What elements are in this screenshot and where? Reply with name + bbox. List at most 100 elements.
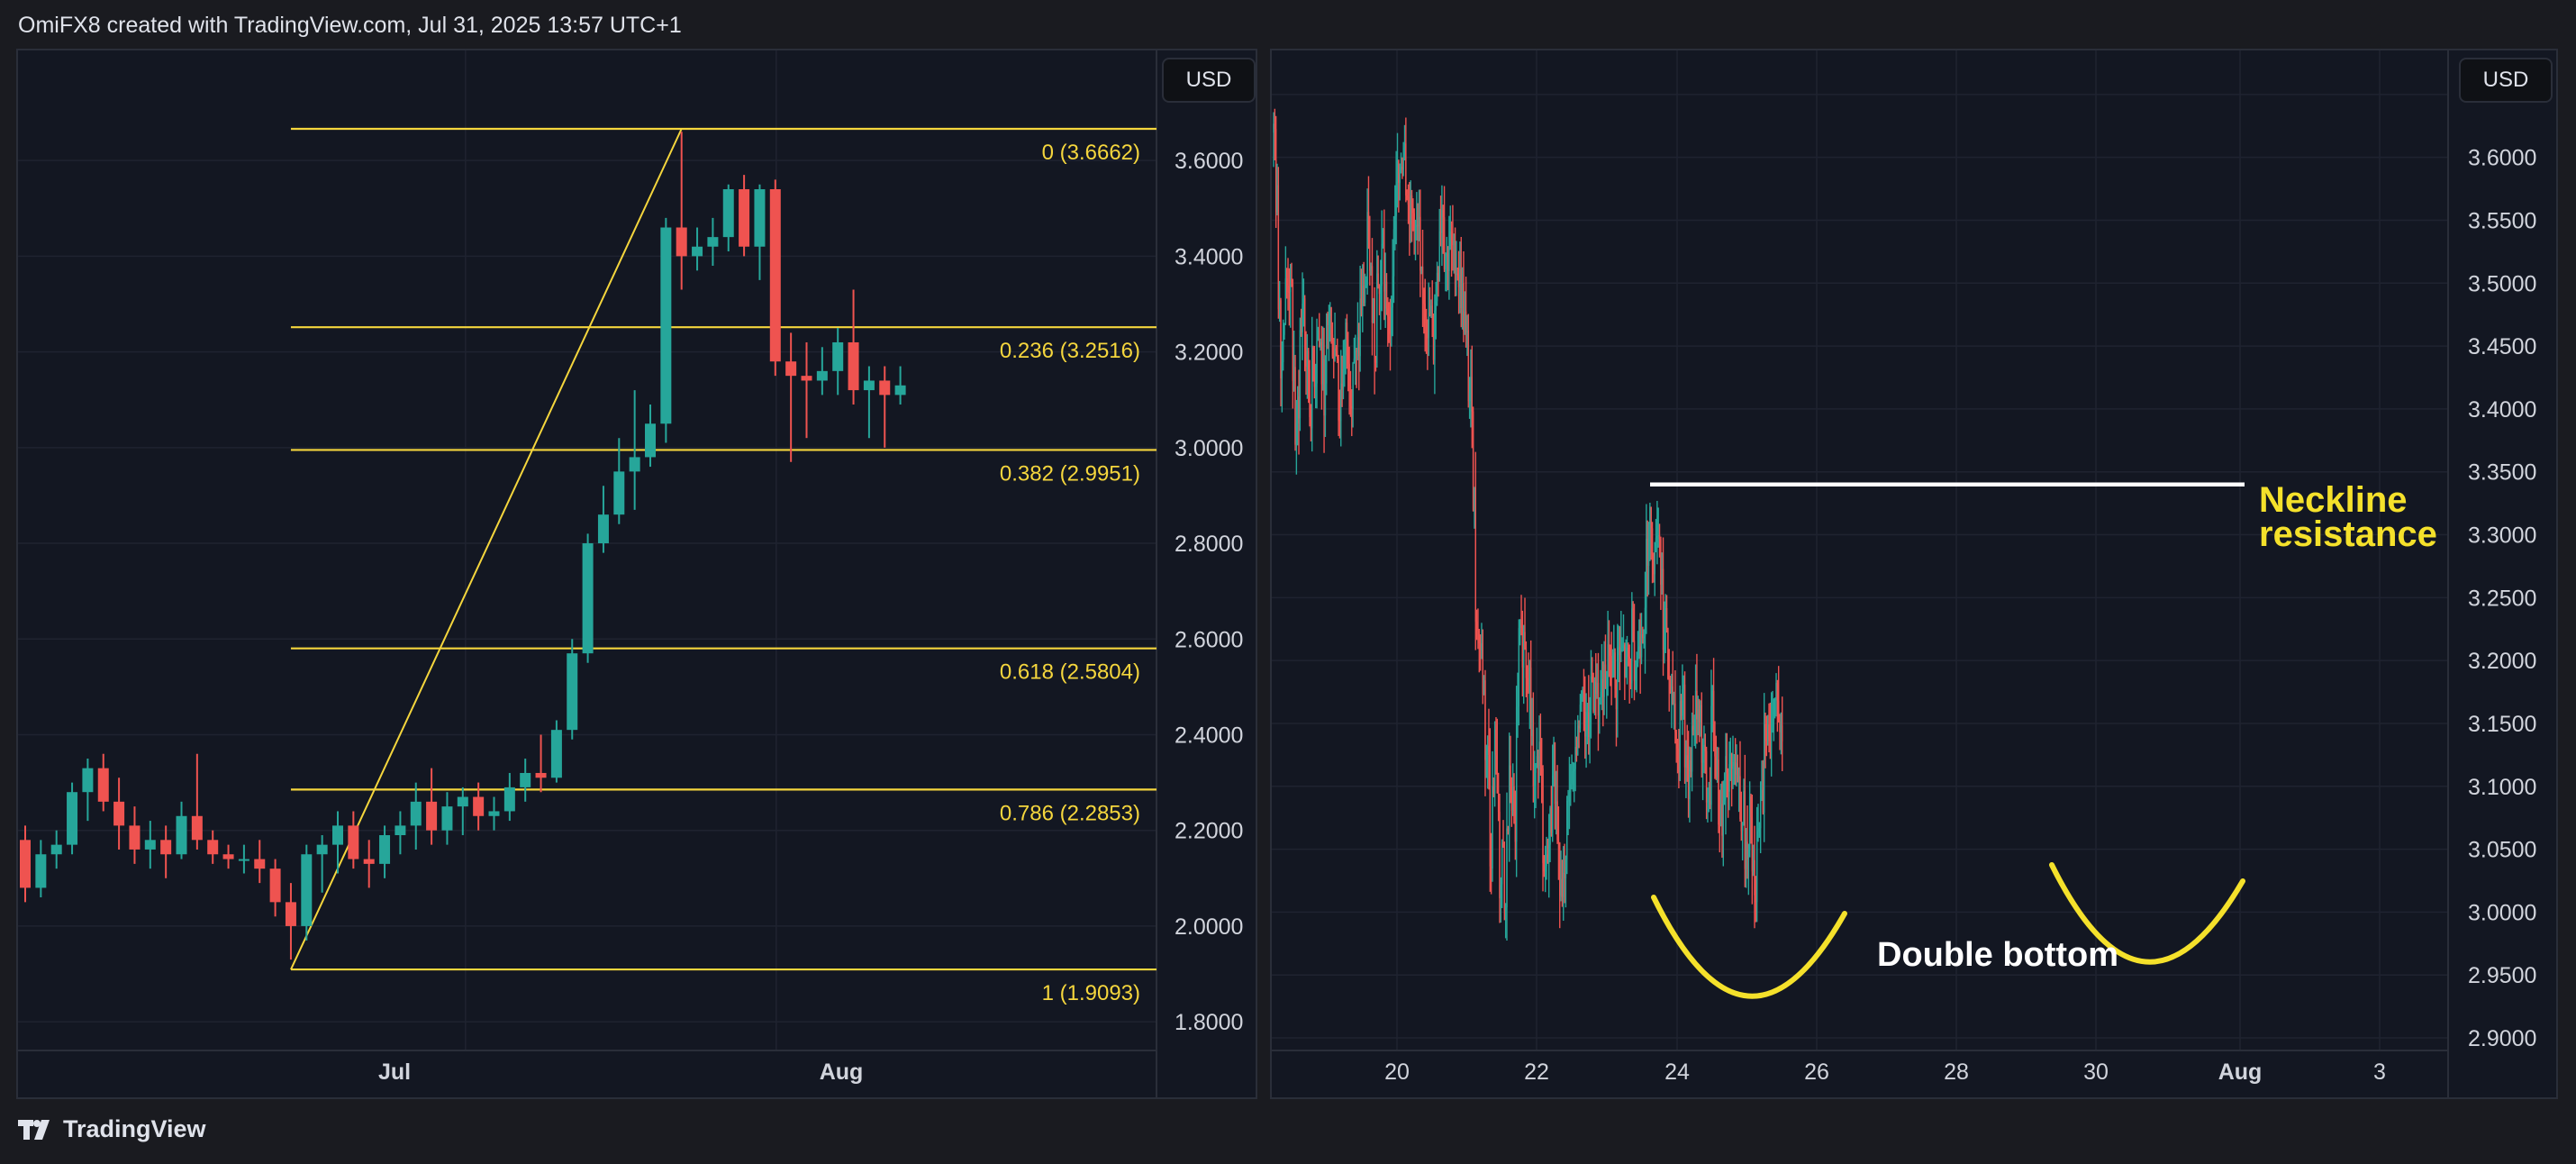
candle	[1355, 334, 1356, 386]
candle	[660, 217, 672, 443]
candle	[1626, 635, 1628, 685]
candle	[1633, 604, 1636, 701]
candle	[1274, 115, 1277, 228]
candle-body	[1557, 840, 1560, 843]
candle	[1329, 302, 1331, 342]
candle-body	[1603, 664, 1605, 697]
candle-body	[1656, 536, 1658, 538]
candle	[1421, 230, 1424, 327]
candle	[1423, 287, 1425, 334]
candle	[1726, 732, 1728, 798]
fib-level-label: 0.786 (2.2853)	[1000, 801, 1140, 825]
fib-level-label: 0 (3.6662)	[1042, 141, 1140, 165]
candle-body	[1542, 768, 1544, 864]
candle-body	[1348, 363, 1350, 386]
candle	[1367, 176, 1370, 250]
x-tick-label: Aug	[820, 1059, 864, 1085]
currency-button[interactable]: USD	[2459, 58, 2553, 103]
candle	[1662, 537, 1664, 677]
candle-body	[1773, 699, 1775, 722]
candle	[1353, 337, 1356, 364]
candle	[1761, 760, 1763, 802]
candle-body	[1484, 680, 1486, 760]
candle	[1712, 658, 1715, 752]
candle-body	[348, 825, 359, 859]
candle-body	[1436, 272, 1438, 302]
candle	[1488, 708, 1490, 790]
y-tick-label: 3.6000	[1175, 149, 1243, 174]
candle	[1311, 316, 1313, 452]
candle-body	[1592, 679, 1594, 712]
tradingview-brand[interactable]: TradingView	[18, 1115, 206, 1143]
candle	[1740, 791, 1743, 841]
candle	[1439, 196, 1442, 247]
y-tick-label: 2.8000	[1175, 532, 1243, 557]
candle-body	[1549, 808, 1551, 845]
double-bottom-chart-panel[interactable]: 2.9000 2.9500 3.0000 3.0500 3.1000 3.1500 3.20…	[1270, 49, 2558, 1099]
candle-body	[1773, 699, 1776, 701]
candle-body	[50, 844, 62, 855]
candle-body	[1701, 750, 1704, 763]
candle-body	[1721, 804, 1723, 836]
candle-body	[316, 844, 328, 855]
y-tick-label: 3.0500	[2468, 838, 2536, 863]
double-bottom-arc-left	[1651, 895, 1847, 999]
double-bottom-chart-svg[interactable]: 2.9000 2.9500 3.0000 3.0500 3.1000 3.1500 3.20…	[1272, 50, 2556, 1097]
candle-body	[1293, 367, 1295, 382]
candle	[1465, 277, 1467, 348]
candle	[1549, 805, 1551, 862]
candle-body	[1633, 641, 1636, 681]
candle	[676, 132, 687, 290]
candle-body	[1358, 337, 1360, 357]
candle	[1478, 629, 1480, 673]
candle-body	[1685, 755, 1687, 768]
candle-body	[1413, 213, 1415, 231]
candle-body	[1526, 677, 1528, 687]
candle-body	[1277, 185, 1280, 310]
candle-body	[1302, 298, 1305, 304]
candle-body	[1510, 786, 1513, 812]
candle-body	[1506, 828, 1508, 908]
candle-body	[1391, 307, 1392, 335]
fibonacci-chart-svg[interactable]: 1.8000 2.0000 2.2000 2.4000 2.6000 2.8000 3.00…	[18, 50, 1256, 1097]
candle-body	[1283, 323, 1285, 335]
candle	[1295, 399, 1298, 475]
candle	[1413, 208, 1415, 255]
candle-body	[1306, 350, 1309, 367]
candle-body	[1697, 709, 1699, 720]
candle	[222, 844, 234, 869]
candle	[1471, 345, 1473, 449]
candle	[754, 184, 766, 280]
currency-button[interactable]: USD	[1162, 58, 1256, 103]
candle	[207, 830, 219, 864]
candle-body	[457, 796, 468, 807]
candle	[1700, 700, 1701, 737]
candle	[1647, 522, 1650, 596]
candle	[488, 796, 500, 831]
fibonacci-chart-panel[interactable]: 1.8000 2.0000 2.2000 2.4000 2.6000 2.8000 3.00…	[16, 49, 1257, 1099]
candle-body	[1710, 705, 1712, 805]
candle-body	[1649, 506, 1651, 525]
candle-body	[1453, 240, 1455, 246]
candle	[1347, 332, 1349, 392]
candle-body	[1367, 212, 1370, 241]
candle	[1642, 626, 1644, 644]
candle	[1417, 203, 1419, 255]
candle-body	[1600, 691, 1601, 698]
candle	[1525, 641, 1528, 697]
y-tick-label: 3.0000	[2468, 900, 2536, 925]
candle-body	[1601, 678, 1603, 692]
candle-body	[1584, 711, 1586, 737]
candle	[1575, 736, 1578, 762]
candle	[1366, 188, 1368, 296]
candle	[1710, 669, 1712, 823]
candle	[1686, 724, 1688, 782]
candle-body	[1565, 859, 1567, 878]
candle-body	[1586, 712, 1589, 720]
candle-body	[1507, 828, 1510, 832]
candle-body	[1359, 298, 1361, 357]
candle-body	[1273, 123, 1274, 133]
candle	[1746, 805, 1748, 879]
candle-body	[1755, 895, 1757, 903]
candle	[1460, 237, 1462, 328]
